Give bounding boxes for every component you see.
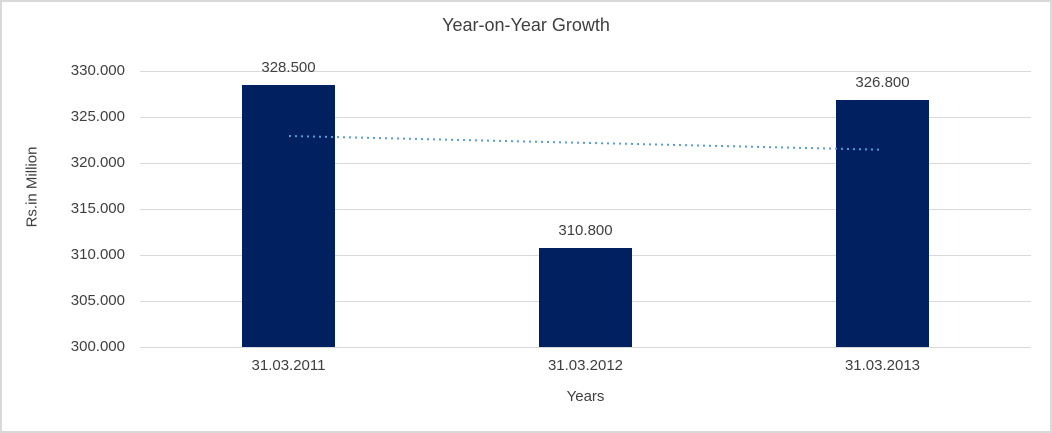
chart-title: Year-on-Year Growth	[442, 15, 610, 35]
y-tick-label: 315.000	[70, 200, 125, 217]
x-tick-label: 31.03.2011	[251, 357, 326, 374]
y-tick-label: 305.000	[70, 292, 125, 309]
x-tick-label: 31.03.2012	[547, 357, 624, 374]
gridline	[140, 70, 1031, 72]
gridline	[140, 346, 1031, 348]
gridline	[140, 162, 1031, 164]
gridline	[140, 208, 1031, 210]
y-tick-label: 325.000	[70, 108, 125, 125]
bar-value-label: 326.800	[855, 74, 910, 92]
bar	[539, 247, 632, 347]
bar	[242, 84, 335, 347]
bar-value-label: 310.800	[558, 221, 613, 239]
y-tick-label: 330.000	[70, 62, 125, 79]
gridline	[140, 116, 1031, 118]
y-tick-label: 310.000	[70, 246, 125, 263]
x-axis-title: Years	[566, 388, 605, 405]
y-tick-label: 320.000	[70, 154, 125, 171]
y-tick-label: 300.000	[70, 338, 125, 355]
bar	[836, 100, 929, 347]
bar-value-label: 328.500	[261, 58, 316, 76]
x-tick-label: 31.03.2013	[844, 357, 921, 374]
